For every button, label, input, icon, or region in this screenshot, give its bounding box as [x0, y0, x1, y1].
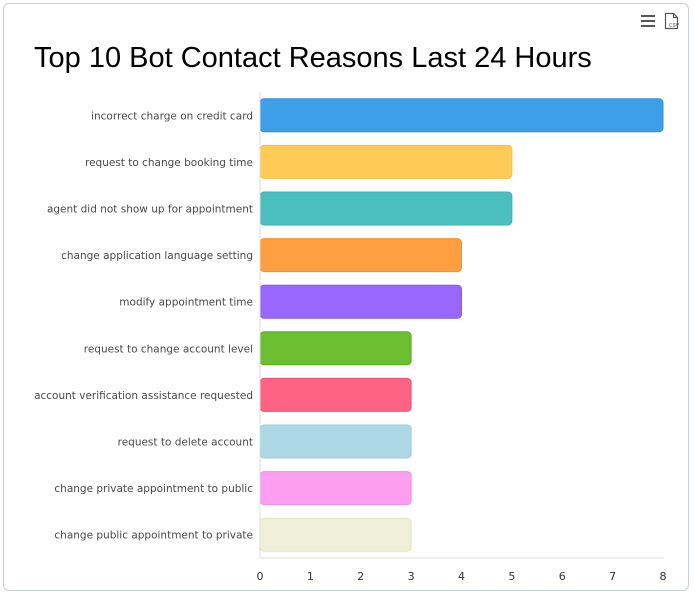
bar[interactable]	[259, 191, 513, 226]
category-label: modify appointment time	[119, 297, 253, 309]
x-tick-label: 3	[408, 570, 415, 583]
category-label: change application language setting	[61, 250, 253, 262]
chart-title: Top 10 Bot Contact Reasons Last 24 Hours	[34, 42, 592, 74]
category-label: account verification assistance requeste…	[34, 390, 253, 402]
x-tick-label: 5	[508, 570, 515, 583]
x-tick-label: 4	[458, 570, 465, 583]
chart-toolbar: CSV	[640, 12, 680, 35]
x-tick-label: 2	[357, 570, 364, 583]
bar[interactable]	[259, 144, 513, 179]
bar[interactable]	[259, 238, 462, 273]
category-label: request to delete account	[118, 437, 253, 449]
bar[interactable]	[259, 377, 412, 412]
x-tick-label: 1	[307, 570, 314, 583]
bar[interactable]	[259, 284, 462, 319]
category-label: change public appointment to private	[54, 530, 253, 542]
bar[interactable]	[259, 424, 412, 459]
category-label: agent did not show up for appointment	[47, 204, 253, 216]
category-label: change private appointment to public	[54, 483, 253, 495]
bar[interactable]	[259, 517, 412, 552]
x-tick-label: 8	[660, 570, 667, 583]
csv-download-icon[interactable]: CSV	[664, 12, 680, 35]
category-label: request to change account level	[84, 343, 253, 355]
bar[interactable]	[259, 471, 412, 506]
hamburger-menu-icon[interactable]	[640, 14, 656, 33]
x-tick-label: 0	[257, 570, 264, 583]
category-label: request to change booking time	[85, 157, 253, 169]
x-tick-label: 6	[559, 570, 566, 583]
x-tick-label: 7	[609, 570, 616, 583]
csv-label: CSV	[669, 23, 680, 29]
bar[interactable]	[259, 98, 664, 133]
bar[interactable]	[259, 331, 412, 366]
category-label: incorrect charge on credit card	[91, 110, 253, 122]
